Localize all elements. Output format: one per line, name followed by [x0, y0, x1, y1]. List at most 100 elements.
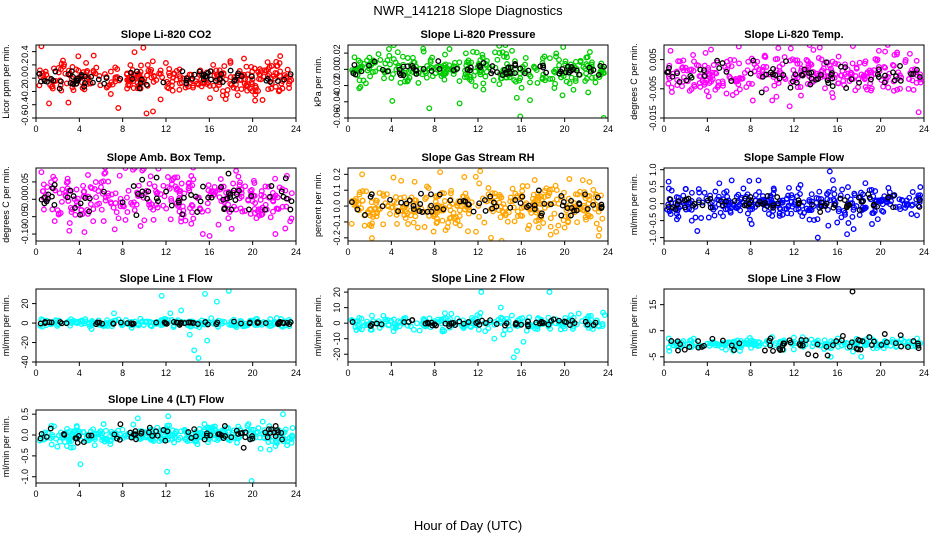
- data-point: [63, 80, 70, 87]
- data-point: [855, 76, 862, 83]
- data-point: [129, 75, 136, 82]
- y-axis-label: ml/min per min.: [629, 295, 639, 357]
- data-point: [909, 77, 916, 84]
- y-tick-label: 0.005: [648, 48, 658, 71]
- data-point: [673, 216, 680, 223]
- data-point: [839, 186, 846, 193]
- data-point: [691, 58, 697, 65]
- data-point: [185, 180, 192, 187]
- data-point: [584, 321, 591, 328]
- data-point: [428, 202, 435, 209]
- data-point: [354, 206, 361, 213]
- data-point: [511, 77, 518, 84]
- data-point: [740, 185, 747, 192]
- x-tick-label: 24: [603, 368, 613, 378]
- data-point: [138, 76, 145, 83]
- data-point: [696, 189, 703, 196]
- data-point: [130, 85, 137, 92]
- data-point: [93, 64, 100, 71]
- data-point: [861, 205, 868, 212]
- data-point: [568, 205, 575, 211]
- data-point: [428, 191, 434, 198]
- series-0: [665, 334, 924, 360]
- data-point: [67, 187, 74, 194]
- data-point: [688, 344, 695, 350]
- data-point: [908, 211, 915, 217]
- data-point: [446, 215, 453, 222]
- data-point: [90, 218, 97, 225]
- data-point: [188, 220, 195, 227]
- data-point: [416, 327, 423, 334]
- data-point: [412, 213, 419, 220]
- data-point: [476, 200, 483, 207]
- data-point: [401, 212, 408, 219]
- data-point: [48, 422, 55, 429]
- data-point: [758, 89, 765, 96]
- data-point: [553, 53, 559, 60]
- data-point: [150, 206, 157, 213]
- data-point: [547, 201, 554, 208]
- data-point: [433, 202, 440, 209]
- data-point: [158, 292, 165, 299]
- data-point: [763, 86, 770, 93]
- points: [348, 168, 606, 241]
- y-axis-label: ml/min per min.: [1, 416, 11, 478]
- data-point: [38, 196, 45, 203]
- data-point: [824, 352, 831, 359]
- data-point: [497, 214, 504, 221]
- data-point: [735, 45, 742, 50]
- x-tick-label: 24: [603, 124, 613, 134]
- data-point: [585, 89, 592, 96]
- data-point: [91, 442, 98, 449]
- data-point: [793, 340, 799, 347]
- data-point: [686, 87, 693, 94]
- data-point: [351, 54, 358, 61]
- data-point: [733, 89, 740, 96]
- y-tick-label: -1.0: [648, 230, 658, 246]
- data-point: [563, 78, 570, 85]
- data-point: [218, 184, 224, 191]
- data-point: [868, 186, 875, 193]
- data-point: [817, 342, 824, 349]
- data-point: [874, 203, 881, 210]
- data-point: [881, 331, 888, 337]
- x-tick-label: 24: [919, 247, 929, 257]
- data-point: [579, 177, 586, 184]
- data-point: [808, 207, 815, 213]
- data-point: [750, 57, 757, 64]
- data-point: [548, 317, 555, 324]
- data-point: [82, 80, 88, 87]
- data-point: [382, 318, 389, 325]
- data-point: [569, 317, 576, 324]
- data-point: [727, 56, 734, 63]
- data-point: [770, 204, 777, 211]
- data-point: [190, 215, 197, 222]
- data-point: [676, 78, 683, 85]
- data-point: [572, 78, 579, 85]
- data-point: [126, 77, 133, 84]
- data-point: [191, 71, 198, 78]
- y-tick-label: 0.2: [20, 59, 30, 72]
- data-point: [265, 86, 272, 93]
- data-point: [461, 74, 468, 81]
- data-point: [517, 65, 524, 72]
- data-point: [283, 203, 290, 210]
- data-point: [348, 220, 355, 227]
- data-point: [694, 228, 701, 234]
- series-0: [664, 45, 924, 116]
- data-point: [541, 187, 548, 194]
- data-point: [866, 334, 873, 341]
- data-point: [417, 201, 424, 207]
- y-axis-label: ml/min per min.: [629, 174, 639, 236]
- data-point: [129, 201, 136, 208]
- points: [664, 45, 924, 116]
- data-point: [385, 203, 392, 210]
- data-point: [572, 191, 579, 198]
- data-point: [267, 214, 274, 221]
- data-point: [517, 113, 524, 118]
- data-point: [454, 65, 460, 72]
- panel-slope-sample-flow: Slope Sample Flow ml/min per min. 0 4 8 12 16 2…: [629, 152, 929, 257]
- data-point: [752, 341, 759, 348]
- data-point: [826, 168, 833, 175]
- data-point: [266, 193, 273, 200]
